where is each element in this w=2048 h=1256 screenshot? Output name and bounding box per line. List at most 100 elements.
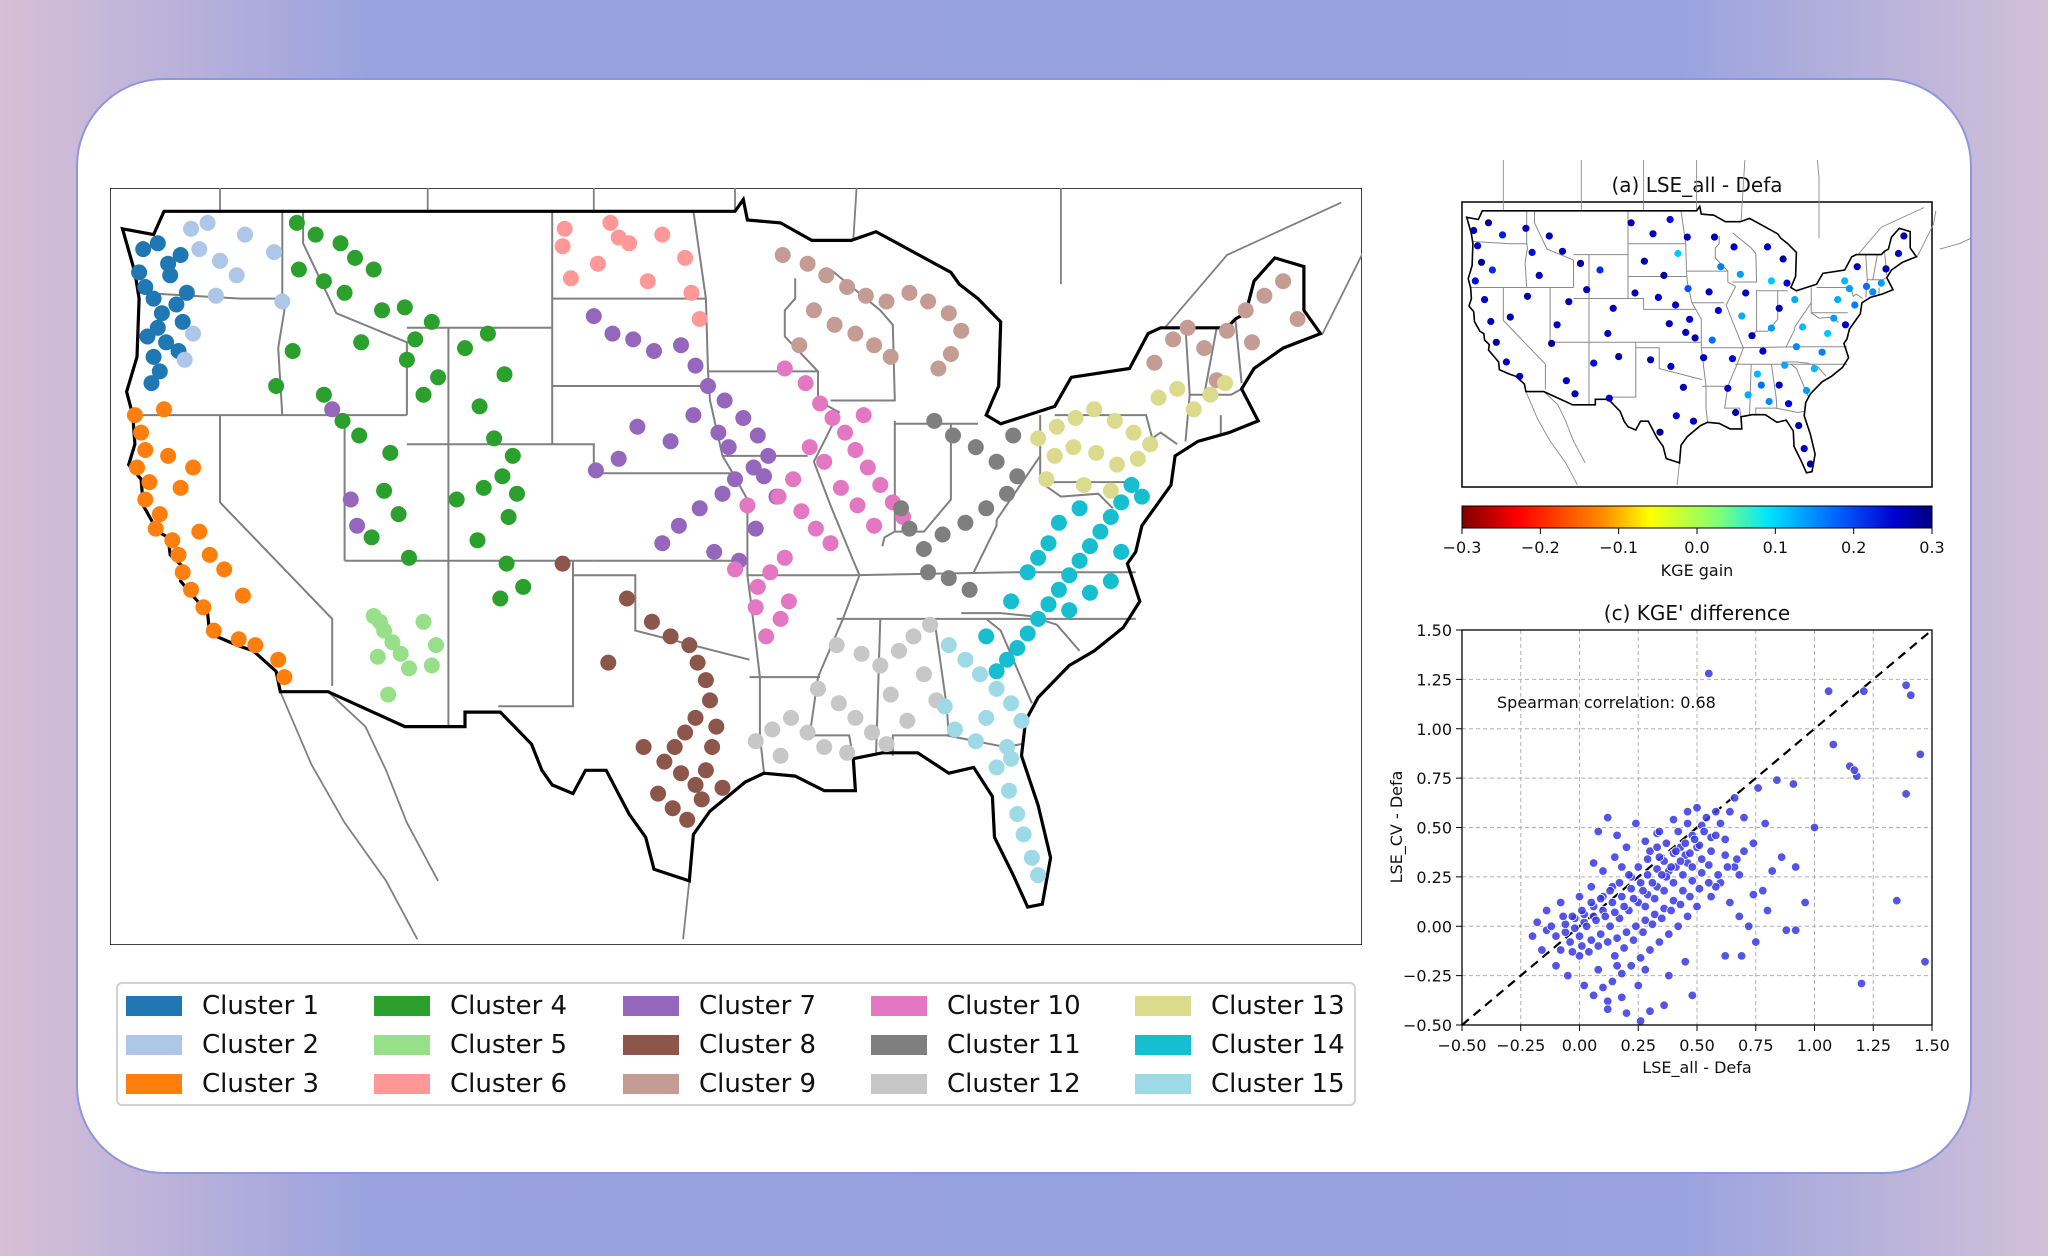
kge-point-79 <box>1555 897 1566 908</box>
state-boundary <box>1524 210 1529 288</box>
gain-point-99 <box>1605 394 1613 402</box>
kge-point-210 <box>1856 978 1867 989</box>
cluster-1-point-17 <box>139 328 156 345</box>
legend-label: Cluster 5 <box>450 1030 568 1060</box>
kge-point-82 <box>1598 866 1608 876</box>
colorbar-label: KGE gain <box>1661 561 1734 580</box>
gain-point-3 <box>1477 258 1486 266</box>
cluster-4-point-38 <box>284 343 301 359</box>
legend-swatch <box>374 996 430 1016</box>
cluster-4-point-39 <box>315 386 332 403</box>
gain-point-17 <box>1558 247 1567 255</box>
kge-point-124 <box>1567 947 1578 957</box>
cluster-7-point-14 <box>714 485 731 502</box>
kge-point-58 <box>1664 929 1674 939</box>
kge-point-13 <box>1788 779 1799 789</box>
cluster-4-point-35 <box>363 529 380 546</box>
kge-point-44 <box>1631 921 1641 932</box>
kge-point-211 <box>1920 957 1930 967</box>
gain-point-10 <box>1484 219 1493 227</box>
cluster-9-point-11 <box>942 346 959 362</box>
cluster-1-point-6 <box>158 334 175 351</box>
cluster-map-panel <box>110 188 1362 945</box>
kge-point-197 <box>1661 838 1672 849</box>
kge-point-204 <box>1595 893 1606 904</box>
border-line <box>279 691 419 940</box>
x-tick-label: −0.25 <box>1496 1036 1545 1055</box>
cluster-9-point-16 <box>866 337 883 354</box>
gain-point-27 <box>1571 390 1579 398</box>
gain-point-70 <box>1799 323 1807 331</box>
gain-point-38 <box>1684 285 1692 293</box>
gain-point-22 <box>1609 304 1617 312</box>
kge-diff-xlabel: LSE_all - Defa <box>1642 1058 1751 1078</box>
kge-point-55 <box>1692 901 1702 912</box>
legend-item-cluster-1: Cluster 1 <box>126 988 319 1024</box>
cluster-4-point-34 <box>390 506 407 523</box>
cluster-8-point-10 <box>677 724 694 741</box>
cluster-8-point-7 <box>697 672 714 689</box>
state-boundary <box>1635 347 1703 381</box>
cluster-1-point-1 <box>131 264 148 281</box>
cluster-7-point-3 <box>625 331 642 348</box>
cluster-5-point-11 <box>371 613 388 630</box>
kge-point-38 <box>1687 876 1698 886</box>
gain-point-28 <box>1548 339 1556 347</box>
gain-point-15 <box>1523 292 1532 300</box>
border-line <box>852 188 858 241</box>
cluster-9-point-26 <box>1289 311 1306 327</box>
legend-label: Cluster 15 <box>1211 1069 1345 1099</box>
cluster-9-point-27 <box>1244 334 1260 351</box>
cluster-4-point-3 <box>332 235 349 252</box>
gain-point-43 <box>1679 383 1687 391</box>
cluster-1-point-7 <box>145 348 162 365</box>
state-boundary <box>995 455 1042 521</box>
kge-point-168 <box>1680 957 1691 967</box>
gain-point-23 <box>1604 329 1612 338</box>
cluster-10-point-22 <box>772 610 789 627</box>
identity-dashed-line <box>1461 629 1933 1026</box>
gain-point-88 <box>1877 279 1885 287</box>
gain-point-78 <box>1802 386 1811 395</box>
state-boundary <box>1749 364 1752 415</box>
gain-point-92 <box>1851 301 1859 309</box>
cluster-14-point-1 <box>1123 477 1140 493</box>
kge-point-17 <box>1711 807 1721 817</box>
legend-label: Cluster 13 <box>1211 991 1345 1021</box>
cluster-5-point-4 <box>392 645 409 662</box>
cluster-8-point-13 <box>673 765 689 782</box>
cluster-8-point-12 <box>656 753 673 770</box>
gain-point-21 <box>1596 266 1604 274</box>
state-boundary <box>972 519 998 573</box>
legend-swatch <box>374 1074 430 1094</box>
kge-point-202 <box>1614 878 1625 888</box>
cluster-12-point-18 <box>853 645 870 662</box>
cluster-4-point-22 <box>494 468 511 485</box>
cluster-10-point-25 <box>739 497 756 514</box>
legend-label: Cluster 12 <box>947 1069 1081 1099</box>
cluster-4-point-26 <box>500 509 517 525</box>
cluster-12-point-14 <box>905 628 922 645</box>
state-boundary <box>219 415 334 686</box>
kge-point-90 <box>1593 826 1604 837</box>
kge-point-91 <box>1612 830 1622 841</box>
gain-point-5 <box>1481 296 1489 304</box>
kge-point-134 <box>1694 884 1705 894</box>
cluster-14-point-8 <box>1050 581 1067 598</box>
cluster-6-point-9 <box>683 284 700 301</box>
kge-point-121 <box>1595 929 1606 939</box>
cluster-13-point-3 <box>1067 410 1084 426</box>
cluster-5-point-3 <box>384 634 401 651</box>
cluster-13-point-2 <box>1048 418 1065 435</box>
gain-point-51 <box>1717 263 1725 271</box>
cluster-1-point-14 <box>149 235 166 252</box>
kge-point-109 <box>1715 818 1726 829</box>
cluster-1-point-3 <box>145 290 162 307</box>
kge-point-165 <box>1800 897 1810 908</box>
cluster-3-point-26 <box>185 459 202 476</box>
cluster-9-point-3 <box>818 267 835 284</box>
cluster-4-point-21 <box>504 447 521 464</box>
gain-point-40 <box>1682 328 1690 336</box>
cluster-9-point-28 <box>1146 354 1163 371</box>
cluster-15-point-16 <box>978 709 995 726</box>
